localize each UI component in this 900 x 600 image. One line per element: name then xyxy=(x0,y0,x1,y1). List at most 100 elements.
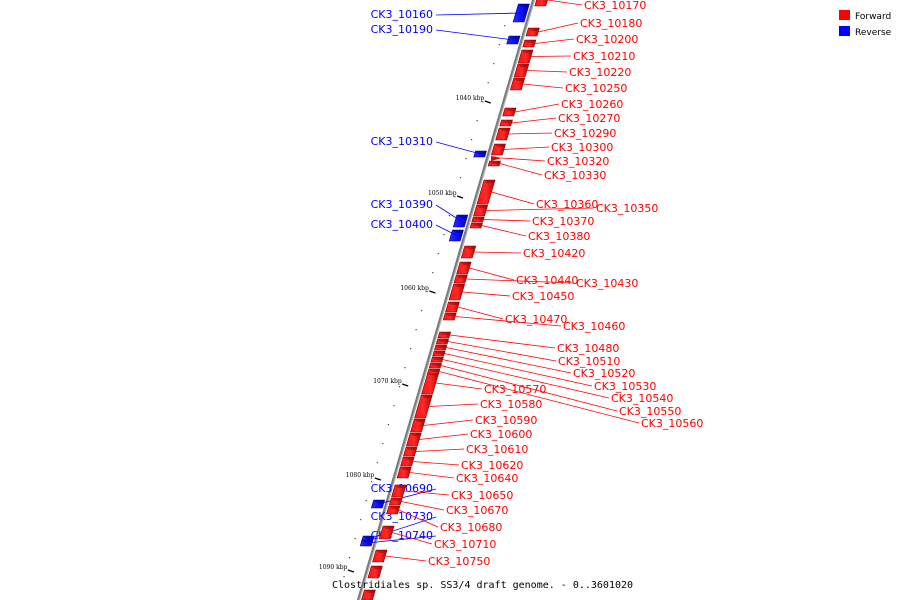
gene-block[interactable] xyxy=(517,49,534,64)
gene-label-forward[interactable]: CK3_10520 xyxy=(573,367,635,380)
gene-label-reverse[interactable]: CK3_10400 xyxy=(371,218,433,231)
gene-block[interactable] xyxy=(410,418,426,433)
gene-label-forward[interactable]: CK3_10580 xyxy=(480,398,542,411)
gene-label-forward[interactable]: CK3_10480 xyxy=(557,342,619,355)
gene-label-forward[interactable]: CK3_10620 xyxy=(461,459,523,472)
gene-label-forward[interactable]: CK3_10710 xyxy=(434,538,496,551)
gene-block[interactable] xyxy=(361,589,376,600)
gene-block[interactable] xyxy=(372,549,388,563)
gene-block[interactable] xyxy=(370,499,386,509)
gene-label-forward[interactable]: CK3_10290 xyxy=(554,127,616,140)
gene-shade xyxy=(518,4,530,7)
gene-label-forward[interactable]: CK3_10330 xyxy=(544,169,606,182)
gene-block[interactable] xyxy=(432,350,446,357)
gene-label-forward[interactable]: CK3_10200 xyxy=(576,33,638,46)
gene-label-forward[interactable]: CK3_10180 xyxy=(580,17,642,30)
minor-tick xyxy=(376,462,378,464)
gene-block[interactable] xyxy=(396,466,412,479)
gene-label-forward[interactable]: CK3_10320 xyxy=(547,155,609,168)
gene-label-forward[interactable]: CK3_10560 xyxy=(641,417,703,430)
gene-block[interactable] xyxy=(513,63,530,78)
gene-label-forward[interactable]: CK3_10420 xyxy=(523,247,585,260)
gene-block[interactable] xyxy=(391,484,407,498)
scale-ticks: 1040 kbp 1050 kbp 1060 kbp 1070 kbp 1080 kbp… xyxy=(319,25,506,578)
minor-tick xyxy=(437,253,439,255)
gene-block[interactable] xyxy=(386,505,401,515)
gene-block[interactable] xyxy=(430,356,444,363)
gene-label-forward[interactable]: CK3_10590 xyxy=(475,414,537,427)
gene-block[interactable] xyxy=(471,216,485,223)
gene-block[interactable] xyxy=(473,204,489,217)
gene-label-forward[interactable]: CK3_10570 xyxy=(484,383,546,396)
gene-block[interactable] xyxy=(400,456,415,467)
gene-label-forward[interactable]: CK3_10650 xyxy=(451,489,513,502)
gene-block[interactable] xyxy=(405,432,422,447)
gene-block[interactable] xyxy=(525,27,540,37)
gene-label-forward[interactable]: CK3_10680 xyxy=(440,521,502,534)
gene-label-forward[interactable]: CK3_10530 xyxy=(594,380,656,393)
gene-label-forward[interactable]: CK3_10510 xyxy=(558,355,620,368)
gene-block[interactable] xyxy=(442,312,457,321)
gene-block[interactable] xyxy=(460,245,477,259)
gene-label-forward[interactable]: CK3_10370 xyxy=(532,215,594,228)
gene-label-forward[interactable]: CK3_10260 xyxy=(561,98,623,111)
gene-block[interactable] xyxy=(469,222,483,229)
gene-label-forward[interactable]: CK3_10360 xyxy=(536,198,598,211)
gene-block[interactable] xyxy=(435,338,450,345)
gene-shade xyxy=(521,50,533,53)
gene-block[interactable] xyxy=(487,160,501,167)
gene-shade xyxy=(430,363,442,366)
gene-block[interactable] xyxy=(490,143,506,156)
gene-block[interactable] xyxy=(495,127,511,141)
gene-label-forward[interactable]: CK3_10450 xyxy=(512,290,574,303)
gene-label-forward[interactable]: CK3_10270 xyxy=(558,112,620,125)
gene-block[interactable] xyxy=(534,0,550,7)
gene-block[interactable] xyxy=(434,344,448,351)
gene-block[interactable] xyxy=(453,274,468,284)
gene-label-forward[interactable]: CK3_10460 xyxy=(563,320,625,333)
gene-label-reverse[interactable]: CK3_10190 xyxy=(371,23,433,36)
gene-label-forward[interactable]: CK3_10250 xyxy=(565,82,627,95)
gene-label-reverse[interactable]: CK3_10160 xyxy=(371,8,433,21)
gene-label-forward[interactable]: CK3_10350 xyxy=(596,202,658,215)
gene-label-forward[interactable]: CK3_10380 xyxy=(528,230,590,243)
gene-block[interactable] xyxy=(437,331,452,339)
gene-block[interactable] xyxy=(456,261,472,275)
gene-leader-line xyxy=(368,516,437,540)
gene-block[interactable] xyxy=(502,107,517,117)
gene-block[interactable] xyxy=(522,39,537,48)
gene-block[interactable] xyxy=(499,119,513,127)
gene-label-reverse[interactable]: CK3_10390 xyxy=(371,198,433,211)
gene-block[interactable] xyxy=(403,446,418,457)
gene-label-forward[interactable]: CK3_10540 xyxy=(611,392,673,405)
gene-label-reverse[interactable]: CK3_10310 xyxy=(371,135,433,148)
gene-block[interactable] xyxy=(367,565,383,579)
gene-label-forward[interactable]: CK3_10430 xyxy=(576,277,638,290)
gene-leader-line xyxy=(444,353,593,387)
genome-backbone-highlight xyxy=(358,0,536,600)
gene-label-reverse[interactable]: CK3_10730 xyxy=(371,510,433,523)
gene-block[interactable] xyxy=(509,77,526,91)
gene-block[interactable] xyxy=(448,283,466,301)
gene-label-forward[interactable]: CK3_10300 xyxy=(551,141,613,154)
gene-block[interactable] xyxy=(427,368,441,375)
gene-block[interactable] xyxy=(414,394,433,419)
gene-block[interactable] xyxy=(378,525,395,540)
gene-label-forward[interactable]: CK3_10440 xyxy=(516,274,578,287)
gene-label-forward[interactable]: CK3_10550 xyxy=(619,405,681,418)
gene-block[interactable] xyxy=(428,362,443,369)
gene-label-forward[interactable]: CK3_10170 xyxy=(584,0,646,12)
gene-label-forward[interactable]: CK3_10210 xyxy=(573,50,635,63)
gene-label-forward[interactable]: CK3_10750 xyxy=(428,555,490,568)
gene-block[interactable] xyxy=(491,156,503,161)
gene-label-forward[interactable]: CK3_10610 xyxy=(466,443,528,456)
gene-label-forward[interactable]: CK3_10640 xyxy=(456,472,518,485)
gene-block[interactable] xyxy=(445,301,460,313)
gene-block[interactable] xyxy=(388,497,403,506)
gene-label-forward[interactable]: CK3_10670 xyxy=(446,504,508,517)
gene-label-forward[interactable]: CK3_10220 xyxy=(569,66,631,79)
gene-label-forward[interactable]: CK3_10600 xyxy=(470,428,532,441)
gene-leader-line xyxy=(469,267,515,281)
gene-block[interactable] xyxy=(359,539,374,547)
gene-block[interactable] xyxy=(476,179,496,205)
